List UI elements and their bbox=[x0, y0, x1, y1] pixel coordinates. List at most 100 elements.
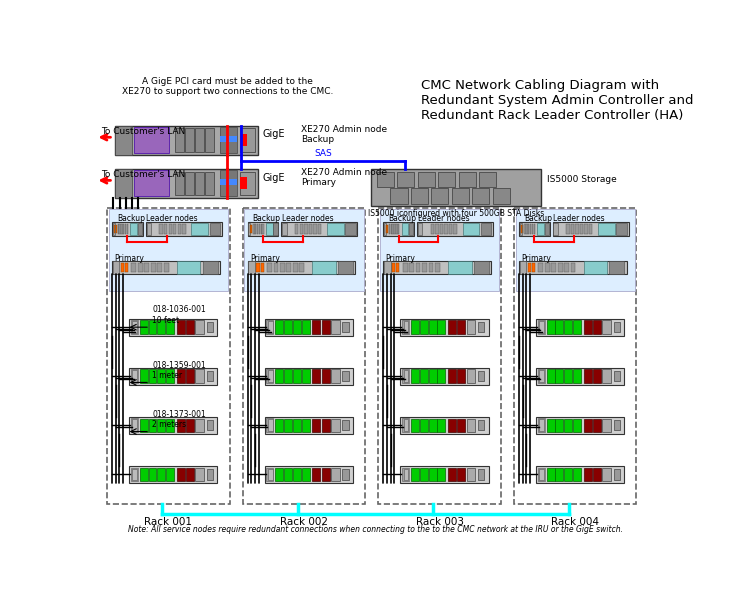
Bar bbox=[266, 369, 273, 383]
Bar bbox=[158, 418, 166, 432]
Bar bbox=[146, 222, 221, 235]
Bar bbox=[429, 418, 437, 432]
Bar bbox=[132, 370, 137, 382]
Bar bbox=[570, 263, 575, 272]
Bar bbox=[130, 320, 138, 334]
Bar bbox=[394, 224, 396, 234]
Bar bbox=[457, 468, 465, 481]
Bar bbox=[266, 467, 273, 481]
Bar bbox=[268, 420, 273, 431]
Bar bbox=[207, 469, 213, 479]
Text: Backup: Backup bbox=[524, 214, 552, 223]
Bar bbox=[593, 320, 601, 334]
Bar bbox=[598, 223, 615, 235]
Bar bbox=[538, 263, 543, 272]
Bar bbox=[391, 188, 408, 204]
Bar bbox=[331, 370, 339, 383]
Bar bbox=[158, 263, 162, 272]
Bar bbox=[603, 320, 611, 334]
Text: Primary: Primary bbox=[114, 254, 144, 262]
Bar bbox=[478, 322, 485, 332]
Text: SAS: SAS bbox=[314, 149, 332, 158]
Bar bbox=[400, 417, 489, 434]
Bar bbox=[158, 468, 166, 481]
Bar bbox=[195, 468, 204, 481]
Bar bbox=[177, 468, 185, 481]
Bar bbox=[378, 208, 501, 504]
Bar bbox=[564, 320, 572, 334]
Bar bbox=[440, 224, 443, 234]
Bar bbox=[302, 468, 310, 481]
Bar bbox=[528, 224, 529, 234]
Bar bbox=[545, 263, 550, 272]
Bar bbox=[115, 126, 132, 155]
Text: Leader nodes: Leader nodes bbox=[282, 214, 334, 223]
Bar bbox=[273, 320, 274, 334]
Bar bbox=[383, 222, 414, 235]
Bar bbox=[255, 224, 257, 234]
Bar bbox=[397, 171, 414, 187]
Bar bbox=[448, 418, 456, 432]
Bar bbox=[177, 370, 185, 383]
Bar bbox=[293, 263, 298, 272]
Bar bbox=[248, 223, 250, 235]
Bar bbox=[266, 418, 273, 432]
Bar bbox=[537, 467, 545, 481]
Bar bbox=[129, 368, 217, 385]
Bar bbox=[429, 263, 433, 272]
Bar bbox=[530, 224, 531, 234]
Bar bbox=[459, 171, 476, 187]
Bar bbox=[387, 224, 388, 233]
Bar bbox=[536, 368, 625, 385]
Bar bbox=[383, 260, 491, 274]
Text: Backup: Backup bbox=[388, 214, 416, 223]
Bar bbox=[112, 222, 143, 235]
Bar bbox=[567, 224, 570, 234]
Bar bbox=[420, 468, 428, 481]
Bar bbox=[262, 224, 264, 234]
Bar bbox=[149, 320, 157, 334]
Bar bbox=[438, 418, 446, 432]
Bar bbox=[534, 224, 535, 234]
Bar bbox=[202, 261, 218, 274]
Bar bbox=[402, 369, 409, 383]
Bar bbox=[409, 320, 410, 334]
Bar bbox=[287, 263, 291, 272]
Bar bbox=[268, 370, 273, 382]
Bar bbox=[411, 188, 428, 204]
Bar bbox=[573, 370, 581, 383]
Bar bbox=[420, 370, 428, 383]
Bar bbox=[257, 224, 258, 234]
Bar bbox=[114, 224, 115, 233]
Bar bbox=[250, 224, 251, 233]
Bar bbox=[113, 261, 119, 274]
Bar bbox=[127, 224, 128, 234]
Bar bbox=[138, 320, 139, 334]
Bar bbox=[293, 468, 301, 481]
Bar bbox=[403, 321, 408, 333]
Bar bbox=[191, 223, 208, 235]
Bar bbox=[400, 368, 489, 385]
Bar bbox=[402, 223, 408, 235]
Text: Leader nodes: Leader nodes bbox=[147, 214, 198, 223]
Bar bbox=[276, 418, 284, 432]
Bar bbox=[429, 370, 437, 383]
Bar bbox=[327, 223, 344, 235]
Bar bbox=[158, 370, 166, 383]
Bar bbox=[195, 320, 204, 334]
Bar bbox=[130, 223, 137, 235]
Bar bbox=[448, 320, 456, 334]
Bar bbox=[479, 171, 496, 187]
Text: Rack 001: Rack 001 bbox=[144, 517, 192, 526]
Bar bbox=[564, 370, 572, 383]
Text: A GigE PCI card must be added to the
XE270 to support two connections to the CMC: A GigE PCI card must be added to the XE2… bbox=[122, 77, 333, 96]
Bar bbox=[564, 418, 572, 432]
Bar bbox=[268, 321, 273, 333]
Bar bbox=[186, 320, 194, 334]
Bar bbox=[454, 224, 457, 234]
Bar bbox=[322, 370, 330, 383]
Bar bbox=[318, 224, 321, 234]
Bar bbox=[402, 263, 408, 272]
Text: Rack 002: Rack 002 bbox=[280, 517, 328, 526]
Bar bbox=[276, 320, 284, 334]
